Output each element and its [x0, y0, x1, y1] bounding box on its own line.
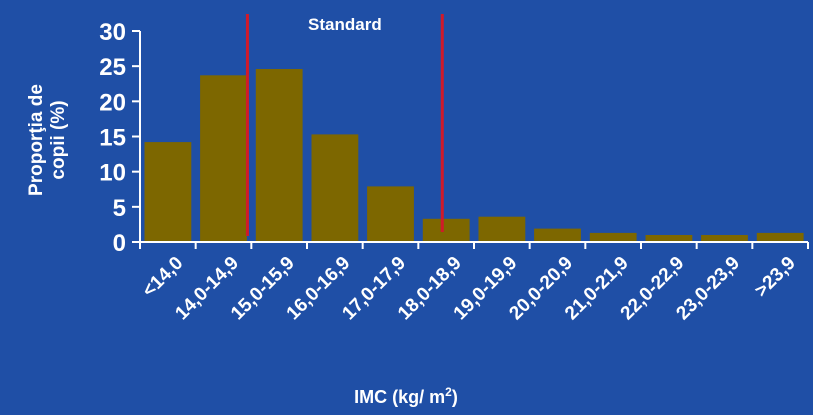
y-tick-label-3: 15	[99, 125, 126, 152]
y-ticks-group: 0 5 10 15 20 25 30	[99, 19, 140, 257]
standard-label: Standard	[308, 15, 382, 34]
bar-1	[200, 75, 247, 242]
y-tick-label-1: 5	[113, 195, 126, 222]
bar-7	[534, 228, 581, 242]
bar-11	[756, 232, 804, 242]
x-tick-label-11: >23,9	[751, 253, 800, 302]
bar-0	[144, 142, 192, 242]
bar-4	[367, 186, 414, 242]
x-axis-label-text: IMC (kg/ m	[354, 387, 445, 407]
bar-8	[589, 232, 637, 242]
bar-2	[255, 69, 303, 242]
y-tick-label-6: 30	[99, 19, 126, 46]
bars-group	[144, 69, 804, 242]
x-ticks-group: <14,014,0-14,915,0-15,916,0-16,917,0-17,…	[138, 242, 809, 324]
y-tick-label-0: 0	[113, 230, 126, 257]
bar-9	[645, 235, 693, 242]
x-axis-label: IMC (kg/ m2)	[354, 385, 458, 407]
x-axis-label-close: )	[452, 387, 458, 407]
y-tick-label-5: 25	[99, 54, 126, 81]
y-tick-label-2: 10	[99, 160, 126, 187]
x-axis-label-sup: 2	[445, 385, 452, 399]
x-tick-label-0: <14,0	[138, 253, 187, 302]
bar-10	[701, 235, 748, 242]
bar-5	[422, 218, 470, 242]
y-axis-label-line2: copii (%)	[48, 100, 69, 179]
y-axis-label-line1: Proporţia de	[26, 84, 47, 196]
y-tick-label-4: 20	[99, 89, 126, 116]
bar-6	[478, 216, 526, 242]
standard-range-group: Standard	[245, 14, 444, 236]
bar-3	[311, 134, 359, 242]
